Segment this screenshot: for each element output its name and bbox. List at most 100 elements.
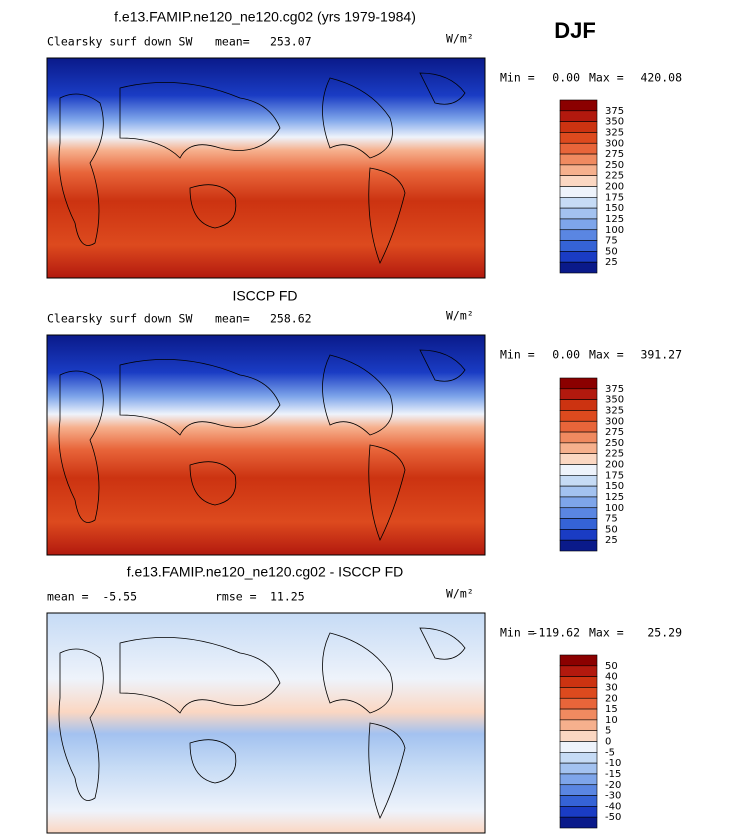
colorbar-label: 125 [605,492,624,503]
colorbar-box [559,773,598,786]
colorbar-label: 375 [605,384,624,395]
colorbar-box [559,399,598,411]
colorbar-label: -20 [605,780,621,791]
colorbar-box [559,496,598,509]
colorbar-box [559,485,598,498]
colorbar-label: 350 [605,395,624,406]
left-label: Clearsky surf down SW [47,312,192,326]
min-value: 0.00 [552,348,580,362]
stat-label: mean= [215,35,250,49]
panel-title: ISCCP FD [232,288,297,304]
colorbar-label: -15 [605,769,621,780]
min-value: -119.62 [532,626,580,640]
colorbar-box [559,475,598,487]
colorbar-box [559,816,598,829]
colorbar-box [559,153,598,166]
colorbar-label: 75 [605,514,618,525]
colorbar-label: 175 [605,192,624,203]
colorbar-label: 250 [605,160,624,171]
units: W/m² [446,309,474,323]
colorbar-box [559,229,598,241]
colorbar-box [559,687,598,699]
left-label: Clearsky surf down SW [47,35,192,49]
colorbar-label: 175 [605,470,624,481]
colorbar-label: 40 [605,672,618,683]
colorbar-box [559,442,598,454]
colorbar-box [559,453,598,465]
colorbar-box [559,762,598,775]
min-label: Min = [500,71,535,85]
colorbar-box [559,676,598,688]
max-label: Max = [589,348,624,362]
colorbar-box [559,261,598,274]
stat-value: 258.62 [270,312,312,326]
stat-value: 11.25 [270,590,305,604]
colorbar-label: -50 [605,812,621,823]
units: W/m² [446,587,474,601]
stat-value: 253.07 [270,35,312,49]
colorbar-label: 325 [605,405,624,416]
colorbar-box [559,164,598,176]
colorbar-box [559,420,598,433]
colorbar-box [559,377,598,390]
colorbar-box [559,507,598,519]
colorbar-box [559,795,598,807]
coastline [58,627,466,819]
colorbar-box [559,142,598,155]
colorbar-box [559,539,598,552]
max-value: 420.08 [640,71,682,85]
map-field [46,334,486,556]
stat-label: mean= [215,312,250,326]
colorbar-label: 300 [605,138,624,149]
colorbar-box [559,410,598,422]
colorbar-label: 200 [605,182,624,193]
colorbar-label: 300 [605,416,624,427]
colorbar-label: 225 [605,171,624,182]
colorbar-label: -30 [605,791,621,802]
colorbar-label: 350 [605,117,624,128]
colorbar-box [559,752,598,764]
min-value: 0.00 [552,71,580,85]
colorbar-box [559,197,598,209]
stat-label: rmse = [215,590,257,604]
max-value: 25.29 [647,626,682,640]
map-field [46,57,486,279]
colorbar-label: 275 [605,427,624,438]
colorbar-box [559,121,598,133]
colorbar-box [559,207,598,220]
min-label: Min = [500,626,535,640]
colorbar-label: 150 [605,481,624,492]
colorbar-box [559,175,598,187]
units: W/m² [446,32,474,46]
colorbar-label: 125 [605,214,624,225]
max-label: Max = [589,626,624,640]
colorbar-box [559,240,598,252]
colorbar-label: 50 [605,524,618,535]
colorbar-label: 10 [605,715,618,726]
colorbar-label: 100 [605,503,624,514]
colorbar-label: 30 [605,682,618,693]
colorbar-box [559,132,598,144]
colorbar-box [559,110,598,122]
colorbar-box [559,654,598,667]
colorbar-label: 5 [605,726,611,737]
colorbar-box [559,708,598,721]
map-field [46,612,486,834]
colorbar-box [559,388,598,400]
max-value: 391.27 [640,348,682,362]
colorbar-box [559,697,598,710]
colorbar-label: 200 [605,460,624,471]
panel-title: f.e13.FAMIP.ne120_ne120.cg02 - ISCCP FD [127,564,404,580]
colorbar-box [559,719,598,731]
coastline [58,72,466,264]
colorbar-box [559,518,598,530]
coastline [58,349,466,541]
left-label: mean = -5.55 [47,590,137,604]
colorbar-box [559,730,598,742]
colorbar-label: 150 [605,203,624,214]
colorbar-label: 75 [605,236,618,247]
colorbar-box [559,784,598,796]
colorbar-label: 250 [605,438,624,449]
colorbar-box [559,99,598,112]
